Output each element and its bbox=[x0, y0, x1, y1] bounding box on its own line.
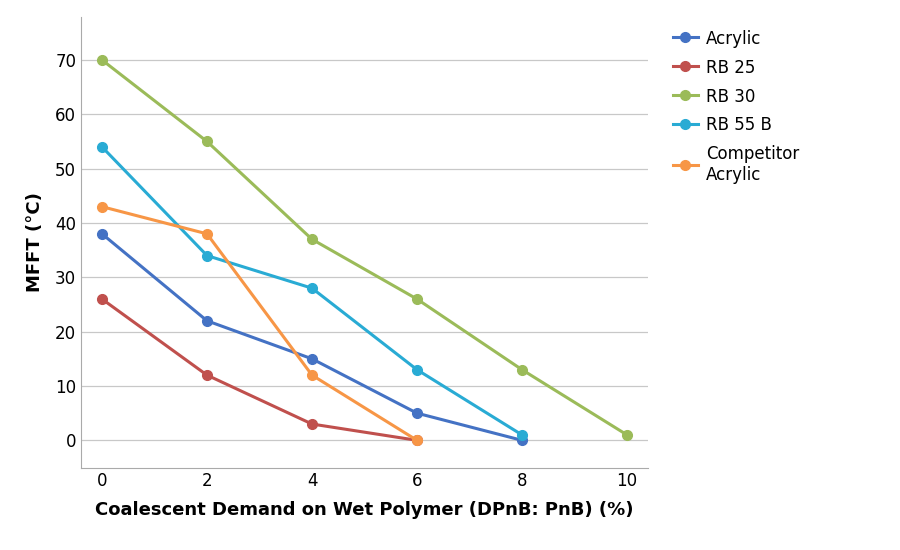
Y-axis label: MFFT (°C): MFFT (°C) bbox=[26, 192, 44, 292]
RB 55 B bbox=[202, 252, 212, 259]
RB 30 bbox=[411, 296, 422, 303]
Competitor
Acrylic bbox=[202, 230, 212, 237]
RB 30 bbox=[202, 138, 212, 145]
RB 25 bbox=[411, 437, 422, 444]
RB 25 bbox=[202, 372, 212, 378]
RB 55 B bbox=[307, 285, 318, 292]
Line: Acrylic: Acrylic bbox=[97, 229, 526, 445]
Acrylic bbox=[411, 410, 422, 416]
RB 55 B bbox=[96, 144, 107, 150]
Acrylic bbox=[517, 437, 527, 444]
RB 30 bbox=[517, 366, 527, 373]
Line: RB 30: RB 30 bbox=[97, 55, 632, 440]
Legend: Acrylic, RB 25, RB 30, RB 55 B, Competitor
Acrylic: Acrylic, RB 25, RB 30, RB 55 B, Competit… bbox=[668, 25, 805, 189]
RB 30 bbox=[96, 57, 107, 63]
Competitor
Acrylic bbox=[96, 204, 107, 210]
RB 30 bbox=[622, 432, 633, 438]
Acrylic bbox=[202, 317, 212, 324]
Acrylic bbox=[96, 230, 107, 237]
RB 55 B bbox=[517, 432, 527, 438]
RB 25 bbox=[307, 421, 318, 427]
RB 25 bbox=[96, 296, 107, 303]
Acrylic bbox=[307, 355, 318, 362]
Line: RB 55 B: RB 55 B bbox=[97, 142, 526, 440]
Line: RB 25: RB 25 bbox=[97, 294, 422, 445]
Competitor
Acrylic bbox=[411, 437, 422, 444]
RB 55 B bbox=[411, 366, 422, 373]
Line: Competitor
Acrylic: Competitor Acrylic bbox=[97, 202, 422, 445]
Competitor
Acrylic bbox=[307, 372, 318, 378]
X-axis label: Coalescent Demand on Wet Polymer (DPnB: PnB) (%): Coalescent Demand on Wet Polymer (DPnB: … bbox=[95, 502, 634, 519]
RB 30 bbox=[307, 236, 318, 243]
